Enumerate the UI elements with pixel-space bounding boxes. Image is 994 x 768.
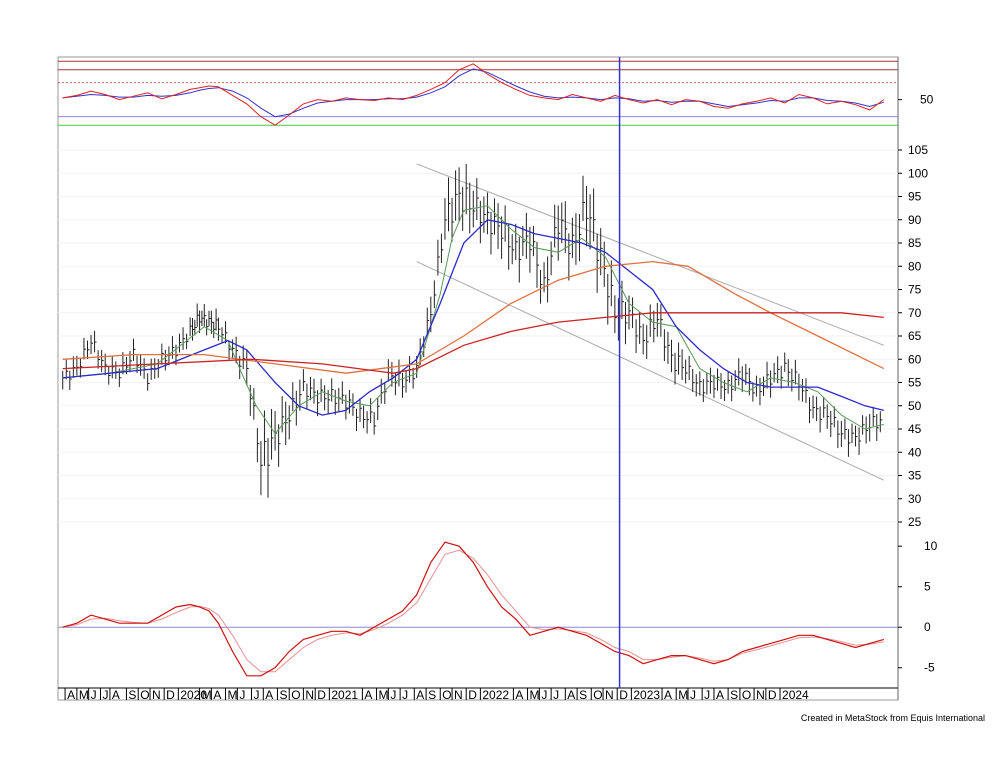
x-tick-label: D	[317, 688, 326, 702]
price-tick-label: 75	[908, 283, 922, 297]
chart-frame	[57, 56, 899, 701]
price-tick-label: 45	[908, 422, 922, 436]
price-tick-label: 35	[908, 469, 922, 483]
macd-line	[62, 541, 884, 677]
x-tick-label: 2021	[331, 688, 358, 702]
x-tick-label: M	[202, 688, 212, 702]
macd-tick-label: 10	[924, 539, 938, 553]
x-tick-label: J	[390, 688, 396, 702]
x-tick-label: M	[79, 688, 89, 702]
price-tick-label: 60	[908, 352, 922, 366]
x-tick-label: N	[152, 688, 161, 702]
x-tick-label: N	[605, 688, 614, 702]
x-tick-label: A	[416, 688, 424, 702]
x-tick-label: 2020	[180, 688, 207, 702]
x-tick-label: M	[228, 688, 238, 702]
x-tick-label: N	[454, 688, 463, 702]
x-tick-label: S	[279, 688, 287, 702]
macd-tick-label: 0	[924, 620, 931, 634]
macd-panel: 10 5 0 -5	[58, 539, 938, 677]
price-panel: 25 30 35 40 45 50 55 60 65 70 75 80 85 90 95 100 105	[58, 143, 928, 529]
price-tick-label: 105	[908, 143, 928, 157]
x-tick-label: O	[442, 688, 451, 702]
ma-mid-line	[62, 219, 884, 416]
x-tick-label: O	[291, 688, 300, 702]
x-tick-label: J	[239, 688, 245, 702]
price-tick-label: 55	[908, 376, 922, 390]
credit-text: Created in MetaStock from Equis Internat…	[800, 713, 985, 723]
price-tick-label: 40	[908, 445, 922, 459]
price-tick-label: 50	[908, 399, 922, 413]
trend-channel-line	[416, 261, 885, 481]
x-tick-label: M	[379, 688, 389, 702]
rsi-signal-line	[62, 68, 884, 118]
x-tick-label: 2022	[482, 688, 509, 702]
ma-short-line	[62, 205, 884, 435]
x-tick-label: J	[402, 688, 408, 702]
macd-signal-line	[62, 549, 884, 673]
x-tick-label: S	[579, 688, 587, 702]
x-tick-label: A	[265, 688, 273, 702]
x-tick-label: D	[166, 688, 175, 702]
price-tick-label: 25	[908, 515, 922, 529]
price-tick-label: 95	[908, 190, 922, 204]
x-tick-label: S	[128, 688, 136, 702]
ma-long_red-line	[62, 312, 884, 374]
x-tick-label: A	[213, 688, 221, 702]
price-tick-label: 30	[908, 492, 922, 506]
x-tick-label: J	[253, 688, 259, 702]
x-tick-label: D	[468, 688, 477, 702]
macd-tick-label: 5	[924, 580, 931, 594]
price-tick-label: 85	[908, 236, 922, 250]
x-tick-label: A	[364, 688, 372, 702]
x-tick-label: A	[664, 688, 672, 702]
x-tick-label: J	[102, 688, 108, 702]
price-tick-label: 65	[908, 329, 922, 343]
x-tick-label: M	[678, 688, 688, 702]
macd-tick-label: -5	[924, 661, 935, 675]
price-tick-label: 80	[908, 259, 922, 273]
x-tick-label: A	[515, 688, 523, 702]
x-tick-label: O	[140, 688, 149, 702]
x-tick-label: J	[690, 688, 696, 702]
x-tick-label: O	[593, 688, 602, 702]
x-tick-label: A	[67, 688, 75, 702]
price-tick-label: 90	[908, 213, 922, 227]
x-tick-label: A	[567, 688, 575, 702]
x-tick-label: O	[742, 688, 751, 702]
x-tick-label: J	[704, 688, 710, 702]
x-tick-label: M	[530, 688, 540, 702]
price-tick-label: 70	[908, 306, 922, 320]
x-tick-label: D	[768, 688, 777, 702]
x-tick-label: D	[619, 688, 628, 702]
x-tick-label: J	[553, 688, 559, 702]
price-tick-label: 100	[908, 166, 928, 180]
x-tick-label: S	[730, 688, 738, 702]
x-tick-label: 2023	[633, 688, 660, 702]
x-tick-label: N	[756, 688, 765, 702]
rsi-tick-label: 50	[920, 93, 934, 107]
rsi-panel: 50	[58, 60, 934, 126]
x-tick-label: A	[112, 688, 120, 702]
trend-channel-line	[416, 163, 885, 346]
ma-long_orange-line	[62, 260, 885, 374]
x-tick-label: J	[91, 688, 97, 702]
x-tick-label: 2024	[782, 688, 809, 702]
x-tick-label: N	[305, 688, 314, 702]
price-bars	[62, 164, 883, 498]
x-tick-label: J	[541, 688, 547, 702]
rsi-line	[62, 63, 885, 126]
x-tick-label: A	[716, 688, 724, 702]
x-tick-label: S	[428, 688, 436, 702]
